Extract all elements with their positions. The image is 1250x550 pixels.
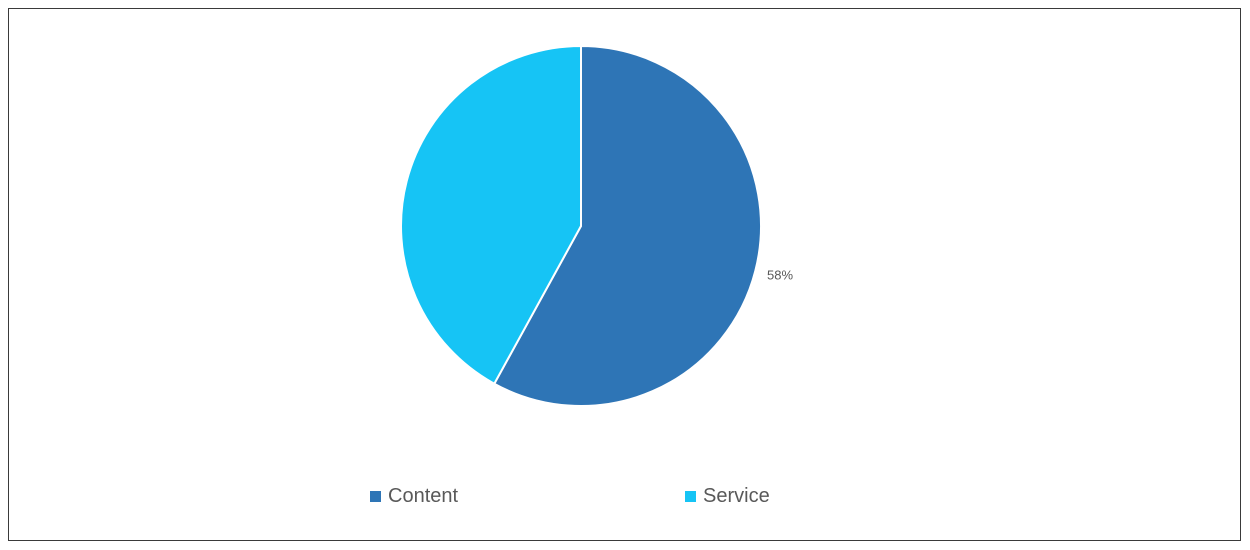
legend-label-content: Content: [388, 484, 459, 507]
legend-item-service: Service: [685, 484, 770, 508]
pie-slice-service: [400, 44, 582, 386]
legend-swatch-service: [685, 490, 696, 502]
chart-legend: Content Service: [0, 484, 1250, 508]
data-label-content: 58%: [767, 267, 793, 282]
legend-swatch-content: [370, 490, 381, 502]
legend-label-service: Service: [703, 484, 770, 507]
legend-item-content: Content: [370, 484, 458, 508]
pie-slice-content: [492, 44, 762, 407]
